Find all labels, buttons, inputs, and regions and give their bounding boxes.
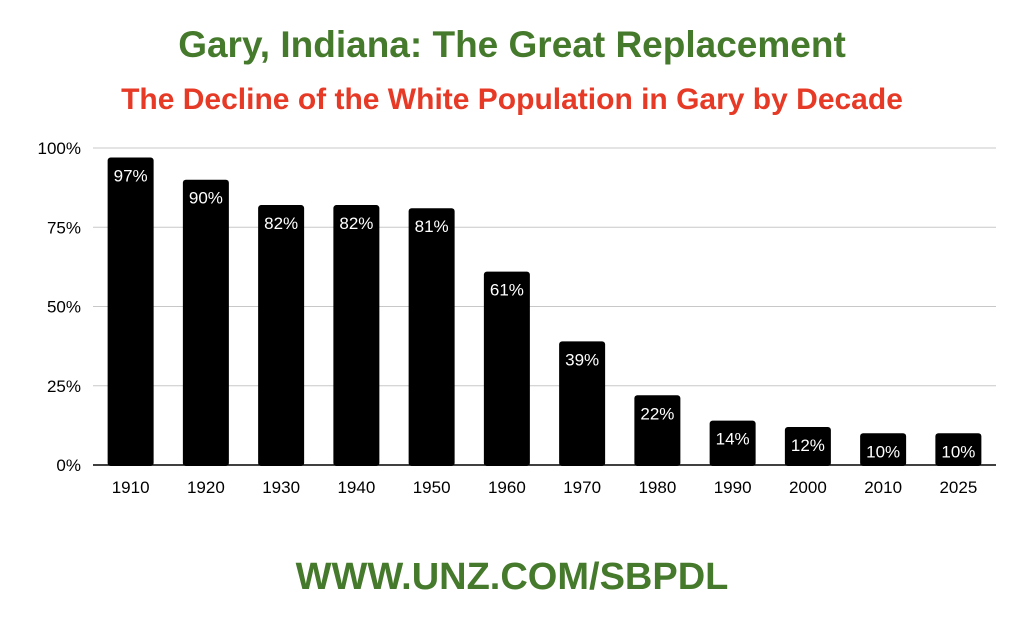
bar-2010: [860, 433, 907, 466]
bar-data-label: 82%: [339, 214, 373, 233]
bar-data-label: 14%: [716, 430, 750, 449]
x-tick-label: 1980: [638, 478, 676, 497]
bar-1930: [258, 205, 305, 466]
bars: 97% 90% 82% 82% 81% 61% 39% 22% 14% 12% 10% 10%: [107, 157, 982, 467]
chart-subtitle: The Decline of the White Population in G…: [121, 83, 903, 116]
bar-data-label: 82%: [264, 214, 298, 233]
x-tick-label: 1960: [488, 478, 526, 497]
x-tick-label: 2000: [789, 478, 827, 497]
x-tick-label: 1940: [337, 478, 375, 497]
bar-1910: [107, 157, 154, 466]
x-tick-label: 2025: [939, 478, 977, 497]
x-axis-ticks: 1910 1920 1930 1940 1950 1960 1970 1980 1990 2000…: [112, 478, 978, 497]
y-tick-label: 25%: [47, 377, 81, 396]
y-tick-label: 0%: [56, 456, 81, 475]
y-axis-ticks: 0% 25% 50% 75% 100%: [38, 139, 81, 475]
bar-1980: [634, 395, 681, 466]
y-tick-label: 50%: [47, 298, 81, 317]
bar-data-label: 61%: [490, 281, 524, 300]
x-tick-label: 1920: [187, 478, 225, 497]
source-url: WWW.UNZ.COM/SBPDL: [295, 556, 729, 598]
bar-1940: [333, 205, 380, 466]
x-tick-label: 1990: [714, 478, 752, 497]
x-tick-label: 2010: [864, 478, 902, 497]
bar-data-label: 39%: [565, 350, 599, 369]
bar-data-label: 97%: [114, 167, 148, 186]
x-tick-label: 1930: [262, 478, 300, 497]
x-tick-label: 1910: [112, 478, 150, 497]
x-tick-label: 1950: [413, 478, 451, 497]
bar-1960: [483, 271, 530, 466]
chart-title: Gary, Indiana: The Great Replacement: [178, 24, 846, 65]
y-tick-label: 75%: [47, 218, 81, 237]
bar-1950: [408, 208, 455, 467]
gridlines: [93, 147, 996, 387]
y-tick-label: 100%: [38, 139, 81, 158]
bar-chart: 0% 25% 50% 75% 100% 97% 90% 82% 82% 81% 61% 39% 22%…: [38, 139, 996, 497]
x-tick-label: 1970: [563, 478, 601, 497]
bar-2025: [935, 433, 982, 466]
bar-1970: [559, 341, 606, 466]
bar-data-label: 90%: [189, 189, 223, 208]
bar-1920: [182, 179, 229, 466]
bar-data-label: 81%: [415, 217, 449, 236]
bar-data-label: 10%: [866, 442, 900, 461]
bar-data-label: 22%: [640, 404, 674, 423]
bar-1990: [709, 420, 756, 466]
bar-2000: [784, 426, 831, 466]
bar-data-label: 12%: [791, 436, 825, 455]
bar-data-label: 10%: [941, 442, 975, 461]
